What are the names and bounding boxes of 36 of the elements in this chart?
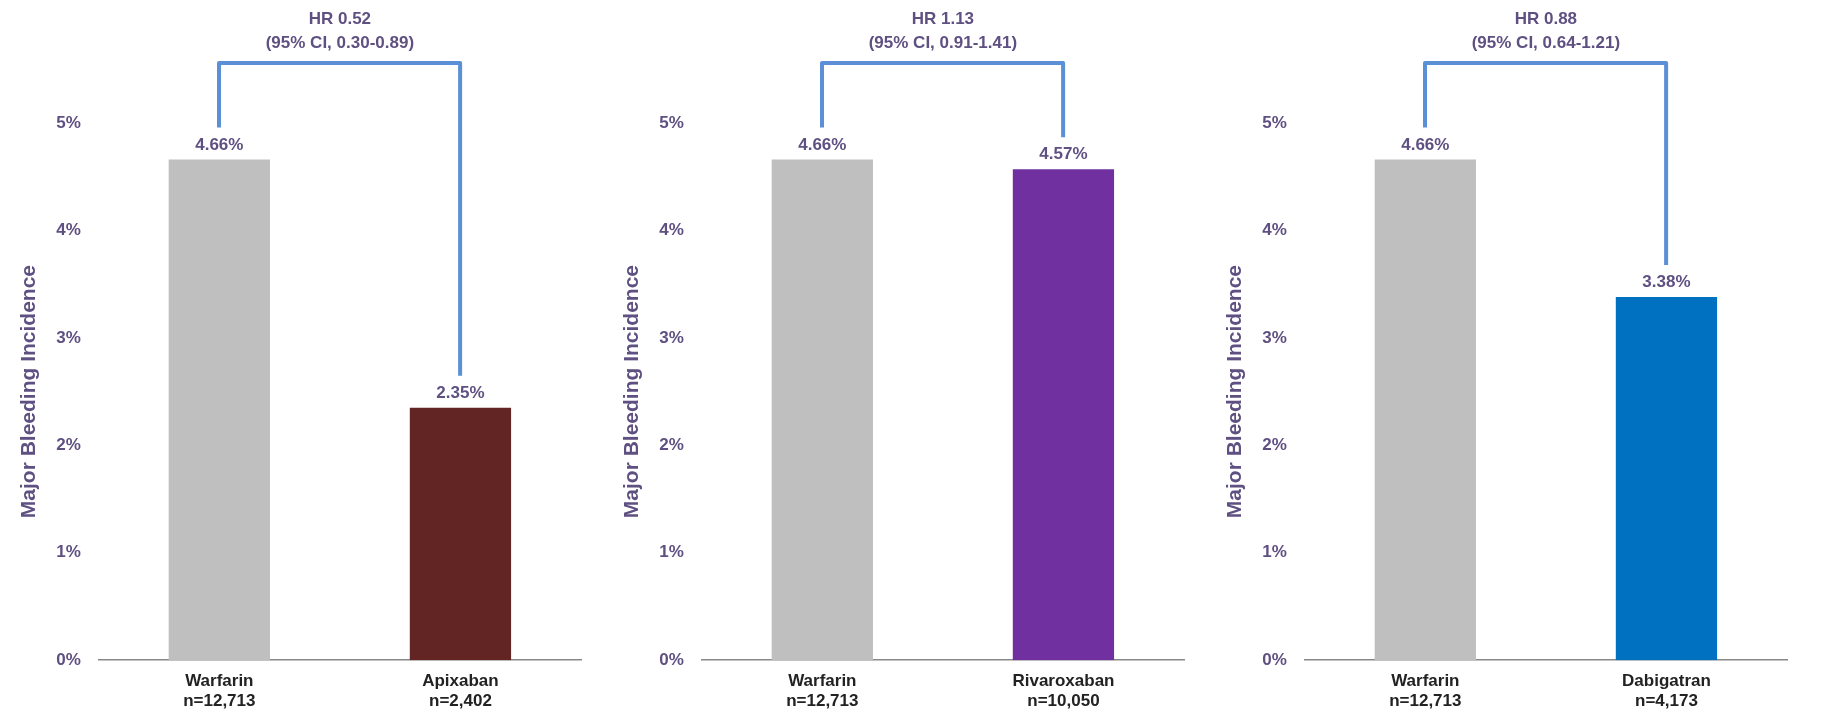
data-label: 3.38% — [1642, 272, 1691, 292]
data-label: 2.35% — [436, 382, 485, 402]
y-tick-label: 0% — [659, 649, 684, 669]
text: HR 0.52 (95% CI, 0.30-0.89) — [265, 8, 415, 54]
x-tick-label: Warfarin n=12,713 — [1389, 671, 1462, 711]
y-tick-label: 5% — [1262, 112, 1287, 132]
x-tick-label: Dabigatran n=4,173 — [1622, 671, 1711, 711]
y-tick-label: 3% — [659, 327, 684, 347]
data-label: 4.66% — [798, 134, 847, 154]
data-label: 4.57% — [1039, 144, 1088, 164]
y-tick-label: 1% — [1262, 542, 1287, 562]
x-tick-label: Warfarin n=12,713 — [786, 671, 859, 711]
y-tick-label: 1% — [659, 542, 684, 562]
y-tick-label: 4% — [56, 220, 81, 240]
data-label: 4.66% — [195, 134, 244, 154]
y-tick-label: 5% — [659, 112, 684, 132]
y-axis-title: Major Bleeding Incidence — [619, 264, 643, 519]
y-tick-label: 0% — [1262, 649, 1287, 669]
y-tick-label: 5% — [56, 112, 81, 132]
y-axis-title: Major Bleeding Incidence — [16, 264, 40, 519]
y-tick-label: 3% — [1262, 327, 1287, 347]
x-tick-label: Apixaban n=2,402 — [422, 671, 499, 711]
y-tick-label: 2% — [1262, 435, 1287, 455]
y-tick-label: 0% — [56, 649, 81, 669]
data-label: 4.66% — [1401, 134, 1450, 154]
y-tick-label: 1% — [56, 542, 81, 562]
x-tick-label: Warfarin n=12,713 — [183, 671, 256, 711]
y-tick-label: 2% — [56, 435, 81, 455]
x-tick-label: Rivaroxaban n=10,050 — [1012, 671, 1115, 711]
y-tick-label: 3% — [56, 327, 81, 347]
y-tick-label: 4% — [1262, 220, 1287, 240]
text: HR 1.13 (95% CI, 0.91-1.41) — [868, 8, 1018, 54]
y-axis-title: Major Bleeding Incidence — [1222, 264, 1246, 519]
y-tick-label: 4% — [659, 220, 684, 240]
y-tick-label: 2% — [659, 435, 684, 455]
text: HR 0.88 (95% CI, 0.64-1.21) — [1471, 8, 1621, 54]
